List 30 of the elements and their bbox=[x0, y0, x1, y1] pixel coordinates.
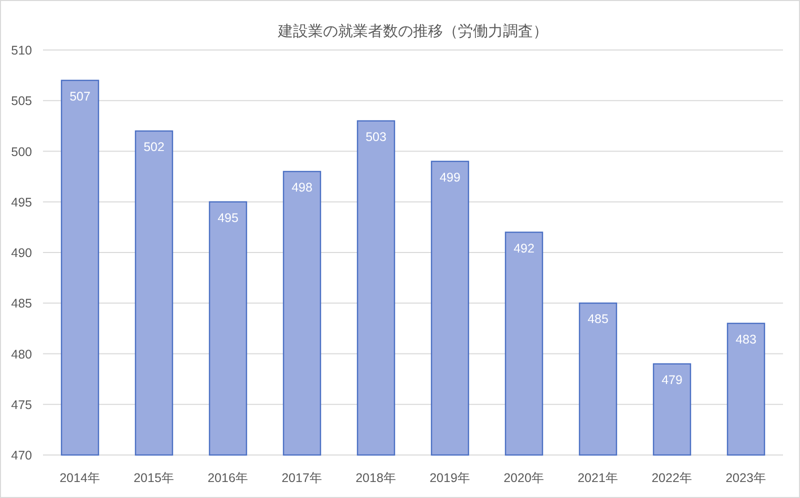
y-tick-label: 510 bbox=[11, 44, 32, 58]
data-label: 483 bbox=[736, 332, 756, 346]
data-label: 503 bbox=[366, 130, 386, 144]
y-tick-label: 470 bbox=[11, 448, 32, 462]
data-label: 495 bbox=[218, 210, 238, 225]
data-label: 492 bbox=[514, 241, 534, 256]
y-tick-label: 505 bbox=[11, 94, 32, 108]
y-tick-label: 475 bbox=[11, 398, 32, 412]
x-tick-label: 2014年 bbox=[60, 471, 100, 485]
y-tick-label: 485 bbox=[11, 296, 32, 311]
y-tick-label: 500 bbox=[11, 144, 32, 159]
data-label: 502 bbox=[144, 140, 164, 154]
chart-title: 建設業の就業者数の推移（労働力調査） bbox=[277, 23, 548, 40]
x-tick-label: 2018年 bbox=[356, 471, 396, 485]
y-tick-label: 495 bbox=[11, 195, 32, 210]
data-label: 479 bbox=[662, 372, 682, 387]
data-label: 499 bbox=[440, 170, 460, 184]
data-label: 507 bbox=[70, 89, 90, 104]
x-tick-label: 2015年 bbox=[134, 471, 174, 485]
y-tick-label: 480 bbox=[11, 347, 32, 362]
x-tick-label: 2020年 bbox=[504, 471, 544, 485]
data-label: 485 bbox=[588, 312, 608, 326]
x-tick-label: 2022年 bbox=[652, 471, 692, 485]
x-tick-label: 2021年 bbox=[578, 471, 618, 485]
x-tick-label: 2023年 bbox=[726, 471, 766, 485]
x-tick-label: 2019年 bbox=[430, 471, 470, 485]
data-label: 498 bbox=[292, 180, 312, 194]
y-tick-label: 490 bbox=[11, 246, 32, 260]
x-tick-label: 2017年 bbox=[282, 471, 322, 485]
x-tick-label: 2016年 bbox=[208, 471, 248, 485]
